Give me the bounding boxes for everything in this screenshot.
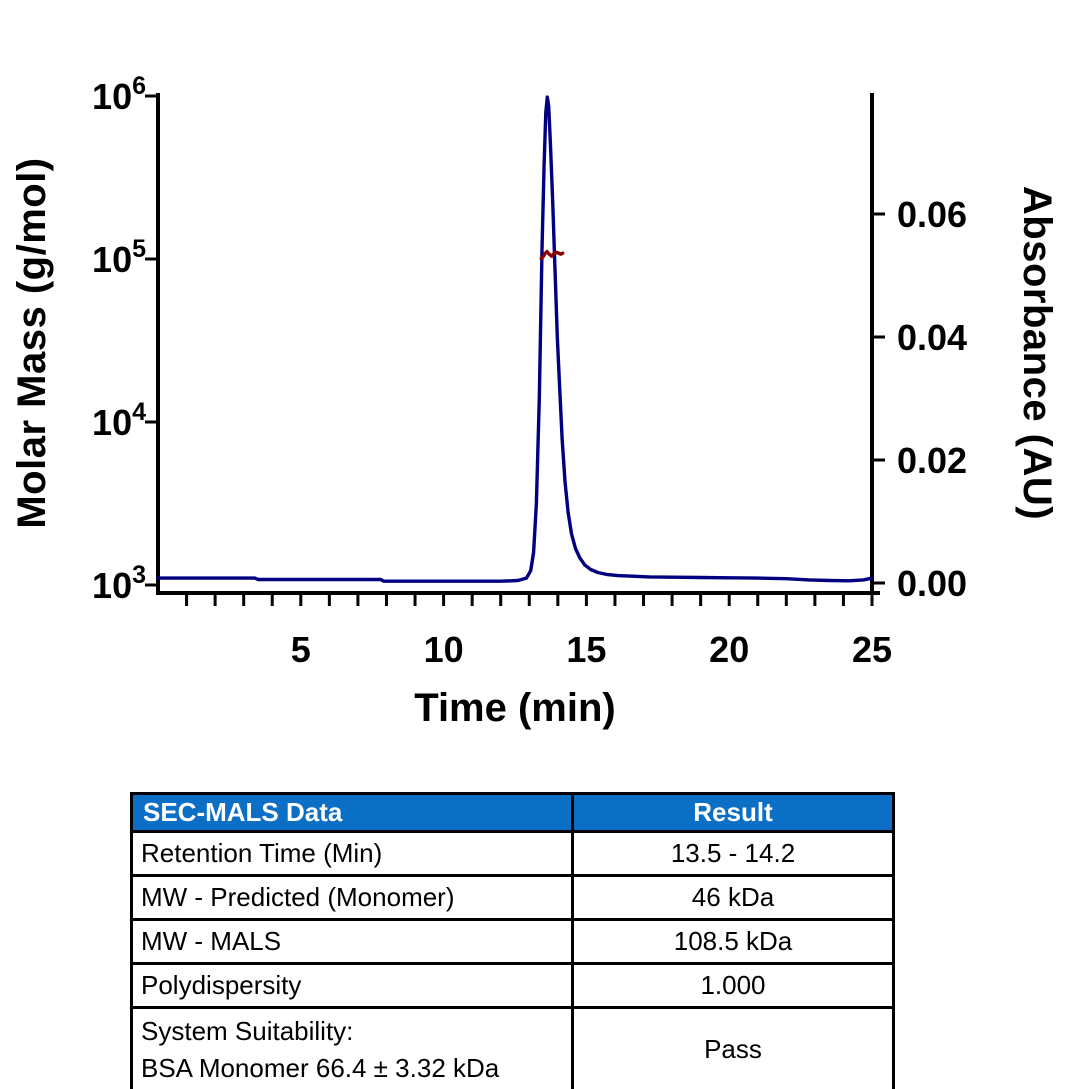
right-axis-tick-label: 0.06 xyxy=(897,194,967,235)
right-axis-title: Absorbance (AU) xyxy=(1015,185,1059,521)
left-axis-tick-label: 104 xyxy=(92,398,146,443)
table-row-result: 108.5 kDa xyxy=(571,918,895,965)
sec-mals-table: SEC-MALS Data Result Retention Time (Min… xyxy=(130,792,895,1089)
table-row: MW - MALS 108.5 kDa xyxy=(130,918,895,965)
x-axis-title: Time (min) xyxy=(414,686,616,730)
x-axis-tick-label: 20 xyxy=(709,629,749,670)
molar-mass-trace xyxy=(539,249,565,261)
left-axis-title: Molar Mass (g/mol) xyxy=(10,157,54,529)
table-row-result: 46 kDa xyxy=(571,874,895,921)
right-axis-tick-label: 0.04 xyxy=(897,317,967,358)
table-row: System Suitability: BSA Monomer 66.4 ± 3.… xyxy=(130,1006,895,1089)
table-row-result: 13.5 - 14.2 xyxy=(571,830,895,877)
absorbance-trace xyxy=(156,95,874,583)
table-row: MW - Predicted (Monomer) 46 kDa xyxy=(130,874,895,921)
table-header-row: SEC-MALS Data Result xyxy=(130,792,895,833)
table-row: Polydispersity 1.000 xyxy=(130,962,895,1009)
table-row-label: MW - Predicted (Monomer) xyxy=(130,874,574,921)
left-axis-tick-label: 105 xyxy=(92,235,146,280)
table-row-result: Pass xyxy=(571,1006,895,1089)
table-header-data: SEC-MALS Data xyxy=(130,792,574,833)
x-axis-tick-label: 10 xyxy=(424,629,464,670)
table-row-result: 1.000 xyxy=(571,962,895,1009)
left-axis-tick-label: 106 xyxy=(92,72,146,117)
right-axis-tick-label: 0.02 xyxy=(897,440,967,481)
table-row-label: Polydispersity xyxy=(130,962,574,1009)
table-row-label: Retention Time (Min) xyxy=(130,830,574,877)
table-row-label: MW - MALS xyxy=(130,918,574,965)
table-header-result: Result xyxy=(571,792,895,833)
chromatogram-chart: 106 105 104 103 0.06 0.04 0.02 0.00 5 10 15 20 25 xyxy=(92,72,967,670)
x-axis-tick-label: 25 xyxy=(852,629,892,670)
table-row-label: System Suitability: BSA Monomer 66.4 ± 3.… xyxy=(130,1006,574,1089)
x-axis-tick-label: 15 xyxy=(566,629,606,670)
x-axis-tick-label: 5 xyxy=(291,629,311,670)
table-row: Retention Time (Min) 13.5 - 14.2 xyxy=(130,830,895,877)
left-axis-tick-label: 103 xyxy=(92,561,146,606)
right-axis-tick-label: 0.00 xyxy=(897,563,967,604)
